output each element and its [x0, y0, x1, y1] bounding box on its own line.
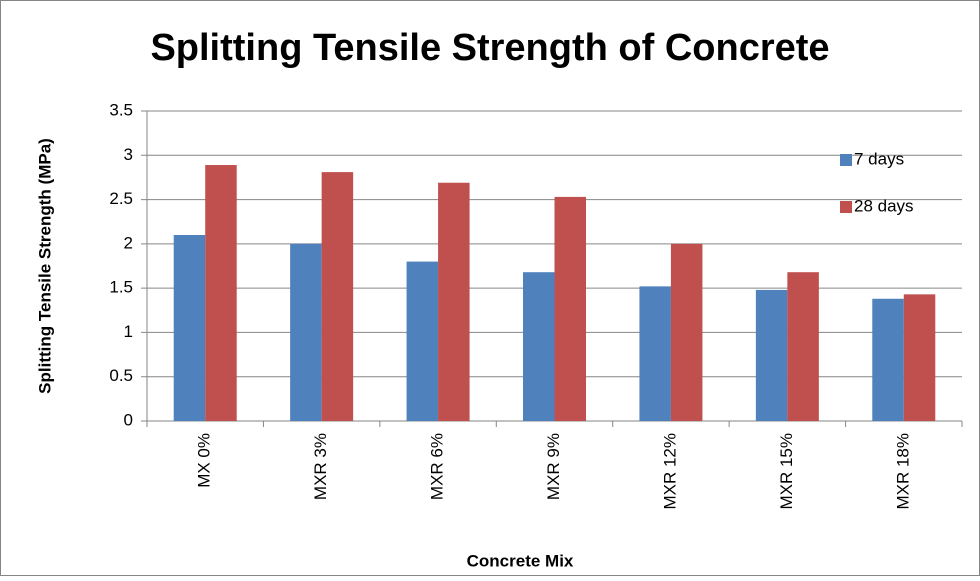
y-tick-label: 3.5: [109, 100, 133, 119]
bar: [205, 165, 237, 421]
chart-title: Splitting Tensile Strength of Concrete: [150, 27, 829, 69]
bar: [438, 182, 470, 421]
y-tick-label: 3: [124, 145, 133, 164]
y-tick-label: 0.5: [109, 366, 133, 385]
y-tick-label: 0: [124, 410, 133, 429]
bar: [321, 172, 354, 421]
bar: [523, 272, 555, 421]
legend-label: 7 days: [854, 149, 904, 168]
bar: [290, 243, 322, 421]
x-tick-label: MXR 15%: [777, 433, 796, 510]
bar: [554, 196, 586, 421]
y-tick-label: 2: [124, 233, 133, 252]
bar: [406, 261, 439, 421]
y-tick-label: 2.5: [109, 189, 133, 208]
x-tick-label: MXR 6%: [428, 433, 447, 500]
bar: [755, 289, 788, 421]
legend-swatch: [840, 154, 852, 166]
bar: [872, 298, 904, 421]
bar: [787, 272, 819, 421]
x-tick-label: MX 0%: [195, 433, 214, 488]
bar: [639, 286, 671, 421]
x-tick-label: MXR 18%: [893, 433, 912, 510]
legend-label: 28 days: [854, 196, 914, 215]
x-tick-label: MXR 9%: [544, 433, 563, 500]
x-tick-label: MXR 3%: [311, 433, 330, 500]
x-axis-label: Concrete Mix: [467, 551, 574, 570]
bar: [173, 235, 206, 421]
y-tick-label: 1: [124, 322, 133, 341]
y-axis-label: Splitting Tensile Strength (MPa): [35, 138, 54, 394]
bar: [670, 243, 703, 421]
x-tick-label: MXR 12%: [660, 433, 679, 510]
y-tick-label: 1.5: [109, 278, 133, 297]
legend-swatch: [840, 201, 852, 213]
bar: [903, 294, 936, 421]
